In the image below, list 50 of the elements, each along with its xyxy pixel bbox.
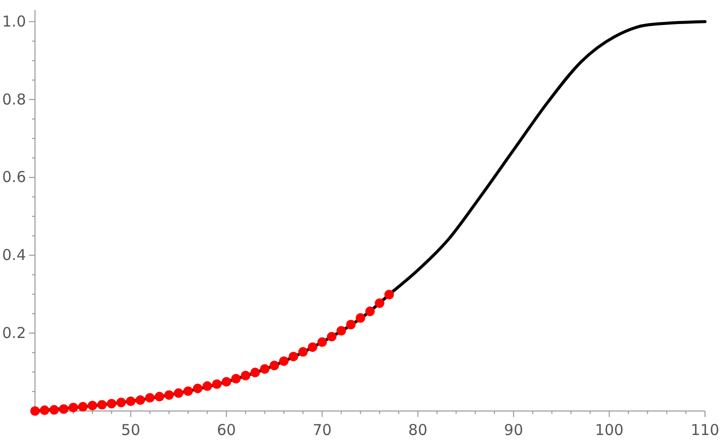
y-tick-label: 0.8 [2, 90, 26, 108]
point [356, 313, 366, 323]
point [49, 405, 59, 415]
point [40, 405, 50, 415]
point [154, 392, 164, 402]
point [174, 388, 184, 398]
point [384, 290, 394, 300]
x-tick-label: 60 [216, 421, 236, 439]
point [231, 374, 241, 384]
point [288, 352, 298, 362]
x-tick-label: 110 [690, 421, 720, 439]
point [183, 386, 193, 396]
point [326, 332, 336, 342]
y-tick-label: 0.4 [2, 246, 26, 264]
point [260, 364, 270, 374]
point [106, 398, 116, 408]
point [279, 356, 289, 366]
point [145, 392, 155, 403]
point [136, 395, 146, 405]
point [212, 379, 222, 389]
point [336, 326, 346, 336]
point [365, 306, 375, 316]
point [240, 370, 250, 380]
point [68, 402, 78, 412]
x-tick-label: 50 [121, 421, 140, 439]
point [164, 390, 174, 400]
y-tick-label: 0.2 [2, 324, 26, 342]
x-tick-label: 90 [504, 421, 524, 439]
point [374, 298, 384, 308]
point [78, 402, 88, 412]
point [308, 342, 318, 352]
point [30, 406, 40, 416]
y-tick-label: 1.0 [2, 12, 26, 30]
point [192, 384, 202, 394]
point [58, 404, 68, 414]
y-tick-label: 0.6 [2, 168, 26, 186]
point [202, 381, 212, 391]
point [270, 360, 280, 370]
point [116, 398, 126, 408]
point [97, 400, 107, 410]
x-tick-label: 70 [312, 421, 332, 439]
point [250, 368, 260, 378]
point [346, 320, 356, 330]
point [88, 400, 98, 410]
x-tick-label: 100 [594, 421, 624, 439]
point [222, 377, 232, 387]
point [298, 347, 308, 357]
point [317, 337, 327, 347]
point [126, 396, 136, 406]
x-tick-label: 80 [408, 421, 428, 439]
